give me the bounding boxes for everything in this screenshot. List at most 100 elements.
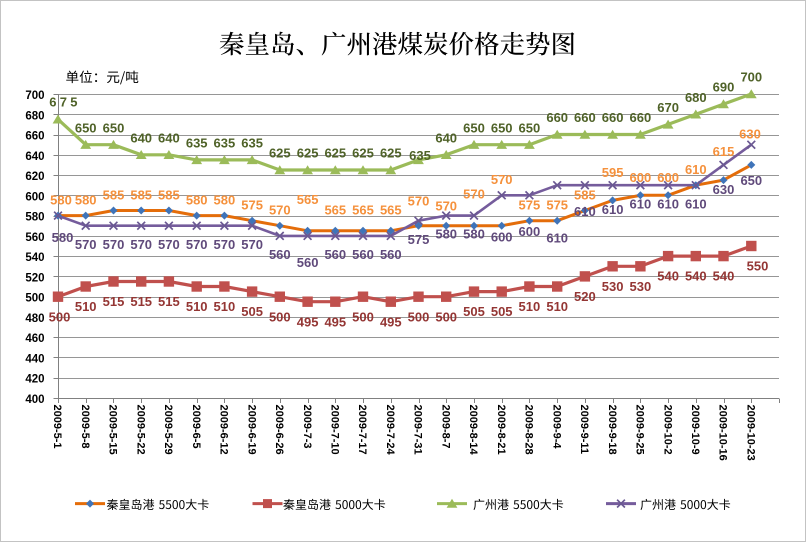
svg-text:585: 585 [574, 187, 596, 202]
svg-text:2009-6-26: 2009-6-26 [273, 405, 285, 455]
svg-text:625: 625 [380, 146, 402, 161]
svg-text:540: 540 [685, 269, 707, 284]
svg-text:660: 660 [602, 110, 624, 125]
svg-text:625: 625 [324, 146, 346, 161]
svg-text:2009-6-19: 2009-6-19 [245, 405, 257, 455]
svg-text:2009-10-9: 2009-10-9 [689, 405, 701, 455]
svg-text:630: 630 [739, 126, 761, 141]
svg-text:500: 500 [435, 309, 457, 324]
svg-text:520: 520 [574, 289, 596, 304]
svg-text:2009-5-8: 2009-5-8 [79, 405, 91, 449]
svg-text:660: 660 [546, 110, 568, 125]
svg-text:565: 565 [324, 202, 346, 217]
svg-text:580: 580 [50, 192, 72, 207]
svg-text:500: 500 [49, 309, 71, 324]
svg-text:505: 505 [463, 304, 485, 319]
svg-text:580: 580 [75, 192, 97, 207]
svg-text:650: 650 [740, 173, 762, 188]
svg-text:640: 640 [435, 130, 457, 145]
svg-text:670: 670 [657, 100, 679, 115]
svg-text:510: 510 [186, 299, 208, 314]
svg-text:570: 570 [435, 199, 457, 214]
svg-text:600: 600 [657, 170, 679, 185]
svg-text:540: 540 [713, 269, 735, 284]
svg-text:2009-6-12: 2009-6-12 [218, 405, 230, 455]
svg-text:2009-7-17: 2009-7-17 [356, 405, 368, 455]
svg-text:630: 630 [713, 182, 735, 197]
svg-text:620: 620 [25, 171, 44, 183]
svg-text:570: 570 [186, 237, 208, 252]
svg-text:495: 495 [297, 314, 319, 329]
svg-text:2009-7-31: 2009-7-31 [412, 405, 424, 455]
svg-text:2009-7-3: 2009-7-3 [301, 405, 313, 449]
svg-text:505: 505 [241, 304, 263, 319]
svg-text:560: 560 [297, 255, 319, 270]
svg-text:585: 585 [158, 187, 180, 202]
svg-text:2009-6-5: 2009-6-5 [190, 405, 202, 449]
svg-text:495: 495 [324, 314, 346, 329]
svg-text:530: 530 [602, 279, 624, 294]
svg-text:600: 600 [630, 170, 652, 185]
svg-text:650: 650 [519, 120, 541, 135]
svg-text:580: 580 [186, 192, 208, 207]
svg-text:570: 570 [241, 237, 263, 252]
svg-text:625: 625 [297, 146, 319, 161]
svg-text:520: 520 [25, 272, 44, 284]
svg-text:2009-5-15: 2009-5-15 [107, 405, 119, 455]
svg-text:650: 650 [491, 120, 513, 135]
svg-text:635: 635 [241, 136, 263, 151]
svg-text:500: 500 [25, 293, 44, 305]
svg-text:570: 570 [130, 237, 152, 252]
svg-text:600: 600 [25, 191, 44, 203]
svg-text:460: 460 [25, 333, 44, 345]
svg-text:585: 585 [103, 187, 125, 202]
svg-text:570: 570 [408, 194, 430, 209]
svg-text:515: 515 [130, 294, 152, 309]
svg-text:505: 505 [491, 304, 513, 319]
svg-text:565: 565 [352, 202, 374, 217]
svg-text:510: 510 [546, 299, 568, 314]
svg-text:650: 650 [463, 120, 485, 135]
svg-text:560: 560 [352, 247, 374, 262]
svg-text:2009-7-10: 2009-7-10 [329, 405, 341, 455]
svg-text:570: 570 [491, 172, 513, 187]
svg-text:660: 660 [25, 131, 44, 143]
svg-text:660: 660 [574, 110, 596, 125]
svg-text:680: 680 [25, 110, 44, 122]
svg-text:500: 500 [269, 309, 291, 324]
svg-text:680: 680 [685, 90, 707, 105]
svg-text:495: 495 [380, 314, 402, 329]
svg-text:500: 500 [352, 309, 374, 324]
svg-text:650: 650 [75, 120, 97, 135]
svg-text:2009-5-29: 2009-5-29 [162, 405, 174, 455]
svg-text:530: 530 [630, 279, 652, 294]
svg-text:2009-8-7: 2009-8-7 [439, 405, 451, 449]
svg-text:560: 560 [25, 232, 44, 244]
svg-text:570: 570 [103, 237, 125, 252]
svg-text:575: 575 [546, 198, 568, 213]
svg-text:580: 580 [435, 227, 457, 242]
svg-text:570: 570 [214, 237, 236, 252]
svg-text:625: 625 [269, 146, 291, 161]
svg-text:570: 570 [463, 187, 485, 202]
svg-text:440: 440 [25, 354, 44, 366]
svg-text:540: 540 [25, 252, 44, 264]
svg-text:2009-9-4: 2009-9-4 [550, 405, 562, 450]
svg-text:400: 400 [25, 394, 44, 406]
svg-text:635: 635 [186, 136, 208, 151]
svg-text:585: 585 [130, 187, 152, 202]
svg-text:510: 510 [75, 299, 97, 314]
svg-text:2009-8-28: 2009-8-28 [523, 405, 535, 455]
svg-text:580: 580 [52, 230, 74, 245]
svg-text:515: 515 [158, 294, 180, 309]
svg-text:575: 575 [408, 232, 430, 247]
svg-text:675: 675 [49, 95, 81, 110]
svg-text:625: 625 [352, 146, 374, 161]
svg-text:610: 610 [546, 231, 568, 246]
svg-text:565: 565 [297, 192, 319, 207]
svg-text:640: 640 [130, 130, 152, 145]
svg-text:595: 595 [602, 165, 624, 180]
svg-text:570: 570 [158, 237, 180, 252]
svg-text:560: 560 [269, 247, 291, 262]
svg-text:2009-10-16: 2009-10-16 [717, 405, 729, 461]
